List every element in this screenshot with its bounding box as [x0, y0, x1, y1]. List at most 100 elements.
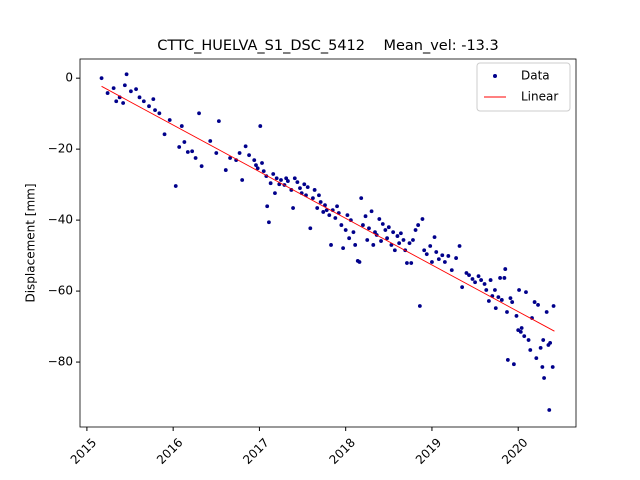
data-point: [228, 156, 232, 160]
data-point: [311, 196, 315, 201]
data-point: [413, 228, 418, 232]
data-point: [422, 248, 427, 253]
data-point: [157, 111, 162, 116]
data-point: [508, 296, 513, 301]
y-axis-label: Displacement [mm]: [24, 183, 38, 302]
data-point: [237, 151, 242, 155]
data-point: [499, 298, 504, 302]
data-point: [446, 254, 451, 258]
data-point: [122, 83, 127, 88]
data-point: [298, 186, 302, 191]
data-point: [335, 204, 339, 209]
data-point: [436, 257, 441, 262]
data-point: [430, 260, 434, 264]
data-point: [369, 209, 374, 214]
data-point: [208, 139, 213, 143]
data-point: [353, 243, 358, 247]
data-point: [254, 163, 258, 168]
data-point: [274, 176, 279, 181]
data-point: [479, 278, 484, 282]
data-point: [361, 223, 365, 227]
data-point: [357, 260, 362, 264]
data-point: [536, 303, 540, 307]
data-point: [498, 276, 502, 280]
plot-frame: [79, 58, 577, 428]
data-point: [540, 365, 545, 369]
data-point: [392, 248, 397, 253]
data-point: [268, 181, 273, 186]
data-point: [151, 97, 156, 102]
data-point: [365, 238, 370, 242]
data-point: [173, 184, 178, 188]
data-point: [341, 246, 345, 251]
data-point: [305, 185, 310, 190]
data-point: [141, 99, 146, 104]
y-tick-label: −60: [48, 284, 73, 298]
data-point: [476, 274, 481, 279]
data-point: [333, 216, 338, 220]
chart-title: CTTC_HUELVA_S1_DSC_5412 Mean_vel: -13.3: [157, 38, 499, 54]
data-point: [153, 108, 157, 113]
data-point: [502, 276, 507, 280]
data-point: [434, 250, 439, 254]
data-point: [308, 226, 313, 231]
data-point: [317, 193, 321, 198]
data-point: [470, 277, 475, 281]
data-point: [449, 268, 454, 273]
data-point: [398, 231, 403, 236]
data-point: [240, 178, 245, 182]
data-point: [243, 144, 248, 149]
data-point: [258, 124, 263, 128]
data-point: [409, 261, 414, 265]
data-point: [327, 213, 332, 218]
data-point: [99, 76, 104, 81]
data-point: [505, 310, 509, 314]
data-point: [510, 300, 515, 304]
data-point: [532, 300, 537, 304]
data-point: [514, 314, 519, 318]
data-point: [255, 166, 260, 171]
data-point: [105, 91, 110, 95]
y-tick-label: −40: [48, 213, 73, 227]
data-point: [185, 150, 190, 154]
data-point: [397, 241, 402, 246]
data-point: [285, 179, 290, 183]
data-point: [216, 119, 221, 124]
data-point: [279, 178, 283, 182]
data-point: [271, 172, 276, 176]
data-point: [367, 226, 371, 231]
data-point: [273, 191, 277, 196]
data-point: [179, 124, 184, 128]
data-point: [542, 376, 546, 380]
data-point: [442, 260, 447, 264]
data-point: [473, 280, 477, 285]
data-point: [359, 196, 364, 201]
data-point: [267, 220, 271, 225]
data-point: [199, 164, 204, 169]
data-point: [407, 241, 412, 246]
data-point: [505, 358, 510, 362]
data-point: [496, 295, 501, 300]
data-point: [128, 89, 133, 94]
data-point: [503, 267, 508, 271]
data-point: [454, 256, 458, 260]
data-point: [538, 345, 543, 350]
data-point: [460, 285, 465, 290]
data-point: [493, 306, 498, 311]
data-point: [247, 153, 251, 158]
data-point: [551, 304, 556, 308]
legend-marker: [493, 74, 497, 78]
data-point: [167, 118, 172, 122]
data-point: [432, 235, 437, 240]
data-point: [417, 304, 422, 308]
data-point: [347, 236, 352, 241]
x-axis-label: Measurement Date: [263, 478, 378, 480]
data-point: [457, 244, 462, 248]
data-point: [486, 299, 491, 303]
data-point: [488, 278, 493, 282]
data-point: [482, 282, 487, 286]
data-point: [124, 72, 129, 77]
data-point: [548, 340, 553, 345]
data-point: [440, 253, 445, 258]
